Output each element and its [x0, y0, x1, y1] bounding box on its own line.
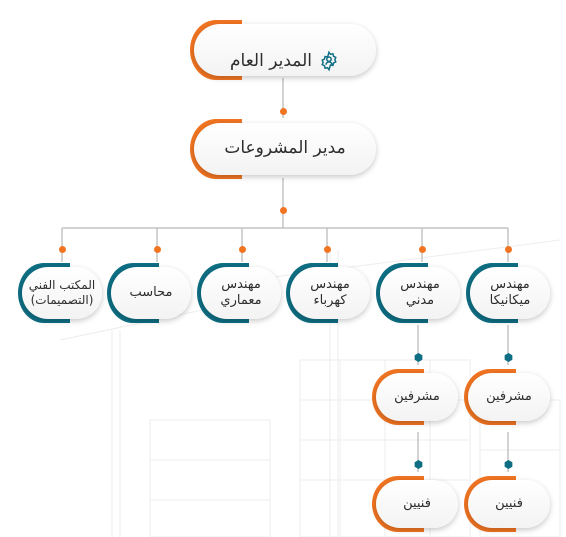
connector-hexagon-marker	[504, 352, 512, 362]
node-mechanical-engineer: مهندس ميكانيكا	[466, 263, 550, 323]
node-technical-office: المكتب الفني (التصميمات)	[18, 263, 102, 323]
connector-dot	[153, 245, 161, 253]
node-technicians-civil-label: فنيين	[403, 495, 431, 511]
node-technicians-civil: فنيين	[372, 476, 458, 532]
connector-hexagon-marker	[414, 352, 422, 362]
node-supervisors-civil: مشرفين	[372, 369, 458, 425]
connector-dot	[323, 245, 331, 253]
connector-dot	[58, 245, 66, 253]
node-accountant: محاسب	[107, 263, 191, 323]
node-technical-office-label: المكتب الفني (التصميمات)	[28, 278, 96, 307]
connector-dot	[418, 245, 426, 253]
node-architect-engineer: مهندس معماري	[197, 263, 281, 323]
node-supervisors-mechanical: مشرفين	[464, 369, 550, 425]
connector-dot	[279, 107, 287, 115]
connector-hexagon-marker	[414, 459, 422, 469]
node-projects-manager-label: مدير المشروعات	[224, 138, 346, 159]
node-civil-engineer-label: مهندس مدني	[400, 276, 440, 308]
connector-hexagon-marker	[504, 459, 512, 469]
node-technicians-mechanical: فنيين	[464, 476, 550, 532]
node-supervisors-civil-label: مشرفين	[394, 388, 440, 404]
node-technicians-mechanical-label: فنيين	[495, 495, 523, 511]
node-accountant-label: محاسب	[129, 284, 173, 300]
connector-dot	[504, 245, 512, 253]
node-electrical-engineer: مهندس كهرباء	[286, 263, 370, 323]
gear-icon	[321, 50, 337, 71]
node-mechanical-engineer-label: مهندس ميكانيكا	[489, 276, 531, 308]
node-architect-engineer-label: مهندس معماري	[220, 276, 262, 308]
connector-dot	[238, 245, 246, 253]
node-projects-manager: مدير المشروعات	[190, 119, 376, 179]
connector-dot	[279, 206, 287, 214]
node-general-manager: المدير العام	[190, 20, 376, 80]
node-electrical-engineer-label: مهندس كهرباء	[310, 276, 350, 308]
node-supervisors-mechanical-label: مشرفين	[486, 388, 532, 404]
node-civil-engineer: مهندس مدني	[376, 263, 460, 323]
node-general-manager-label: المدير العام	[230, 50, 312, 71]
